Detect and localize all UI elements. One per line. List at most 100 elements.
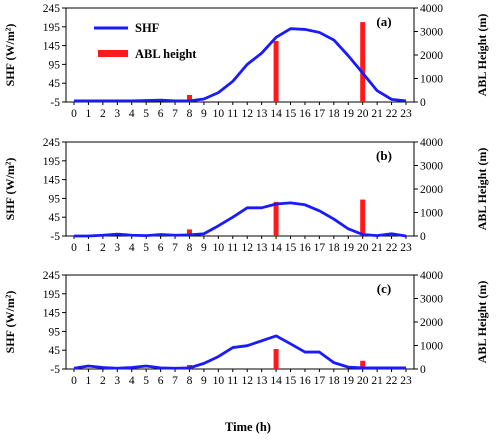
x-tick-label: 11 [227, 242, 238, 254]
x-tick-label: 16 [299, 242, 311, 254]
x-tick-label: 17 [314, 375, 326, 387]
x-tick-label: 19 [343, 375, 355, 387]
x-tick-label: 17 [314, 242, 326, 254]
x-tick-label: 5 [143, 242, 149, 254]
y-left-tick-label: -5 [50, 97, 60, 109]
x-tick-label: 0 [71, 242, 77, 254]
x-tick-label: 2 [100, 108, 106, 120]
x-tick-label: 16 [299, 375, 311, 387]
x-tick-label: 15 [285, 242, 297, 254]
legend: SHF ABL height [94, 21, 197, 61]
y-right-axis-title: ABL Height (m) [475, 148, 489, 231]
x-tick-label: 18 [328, 108, 340, 120]
x-tick-label: 7 [172, 108, 178, 120]
x-tick-label: 2 [100, 375, 106, 387]
y-right-tick-label: 1000 [420, 74, 443, 86]
y-left-tick-label: 245 [43, 3, 61, 15]
x-tick-label: 21 [371, 375, 383, 387]
x-tick-label: 22 [386, 242, 398, 254]
x-tick-label: 9 [201, 242, 207, 254]
y-right-tick-label: 0 [420, 231, 426, 243]
abl-bar [360, 22, 366, 103]
x-tick-label: 23 [400, 242, 412, 254]
y-right-tick-label: 3000 [420, 161, 443, 173]
x-tick-label: 3 [114, 375, 120, 387]
y-right-axis-title: ABL Height (m) [475, 14, 489, 97]
y-left-tick-label: 195 [43, 289, 61, 301]
x-tick-label: 13 [256, 242, 268, 254]
y-left-axis-title: SHF (W/m²) [3, 24, 17, 87]
legend-abl-label: ABL height [135, 47, 197, 61]
y-left-tick-label: 45 [49, 78, 61, 90]
x-tick-label: 18 [328, 242, 340, 254]
x-tick-label: 14 [270, 375, 282, 387]
x-tick-label: 8 [187, 375, 193, 387]
x-tick-label: 7 [172, 242, 178, 254]
panel-label: (c) [377, 281, 391, 296]
y-right-tick-label: 3000 [420, 294, 443, 306]
x-tick-label: 5 [143, 375, 149, 387]
plot-frame [65, 274, 415, 370]
x-tick-label: 4 [129, 108, 135, 120]
y-left-tick-label: 195 [43, 156, 61, 168]
x-tick-label: 9 [201, 108, 207, 120]
x-tick-label: 8 [187, 108, 193, 120]
abl-bar [273, 40, 279, 102]
x-tick-label: 4 [129, 375, 135, 387]
x-tick-label: 15 [285, 375, 297, 387]
y-left-tick-label: 245 [43, 270, 61, 282]
x-tick-label: 1 [86, 108, 92, 120]
y-left-tick-label: -5 [50, 364, 60, 376]
x-tick-label: 11 [227, 375, 238, 387]
x-tick-label: 1 [86, 375, 92, 387]
y-right-tick-label: 4000 [420, 137, 443, 149]
x-tick-label: 7 [172, 375, 178, 387]
abl-bar [186, 94, 192, 102]
x-tick-label: 23 [400, 375, 412, 387]
x-tick-label: 14 [270, 242, 282, 254]
y-right-tick-label: 1000 [420, 341, 443, 353]
x-tick-label: 20 [357, 108, 369, 120]
x-tick-label: 13 [256, 375, 268, 387]
y-left-axis-title: SHF (W/m²) [3, 291, 17, 354]
x-tick-label: 15 [285, 108, 297, 120]
x-tick-label: 16 [299, 108, 311, 120]
y-left-tick-label: 95 [49, 193, 61, 205]
x-tick-label: 19 [343, 242, 355, 254]
y-right-tick-label: 4000 [420, 270, 443, 282]
x-tick-label: 0 [71, 375, 77, 387]
y-left-tick-label: 45 [49, 345, 61, 357]
x-tick-label: 22 [386, 375, 398, 387]
legend-abl-swatch [98, 50, 128, 57]
y-left-tick-label: 245 [43, 137, 61, 149]
x-tick-label: 10 [213, 375, 225, 387]
x-tick-label: 6 [158, 108, 164, 120]
abl-bar [360, 199, 366, 236]
y-left-tick-label: 95 [49, 326, 61, 338]
x-tick-label: 10 [213, 108, 225, 120]
x-tick-label: 4 [129, 242, 135, 254]
y-right-tick-label: 2000 [420, 317, 443, 329]
legend-shf-label: SHF [135, 21, 160, 35]
x-tick-label: 14 [270, 108, 282, 120]
x-tick-label: 6 [158, 242, 164, 254]
y-left-tick-label: 45 [49, 212, 61, 224]
x-tick-label: 12 [241, 242, 253, 254]
x-tick-label: 3 [114, 108, 120, 120]
y-right-tick-label: 0 [420, 97, 426, 109]
y-left-tick-label: 195 [43, 22, 61, 34]
x-tick-label: 19 [343, 108, 355, 120]
x-tick-label: 17 [314, 108, 326, 120]
x-tick-label: 1 [86, 242, 92, 254]
shf-line [74, 201, 407, 238]
x-tick-label: 9 [201, 375, 207, 387]
x-tick-label: 18 [328, 375, 340, 387]
y-left-tick-label: 145 [43, 308, 61, 320]
abl-bar [273, 201, 279, 236]
panel-label: (a) [376, 14, 391, 29]
x-tick-label: 3 [114, 242, 120, 254]
y-right-tick-label: 2000 [420, 50, 443, 62]
y-right-tick-label: 4000 [420, 3, 443, 15]
shf-line [74, 27, 407, 103]
